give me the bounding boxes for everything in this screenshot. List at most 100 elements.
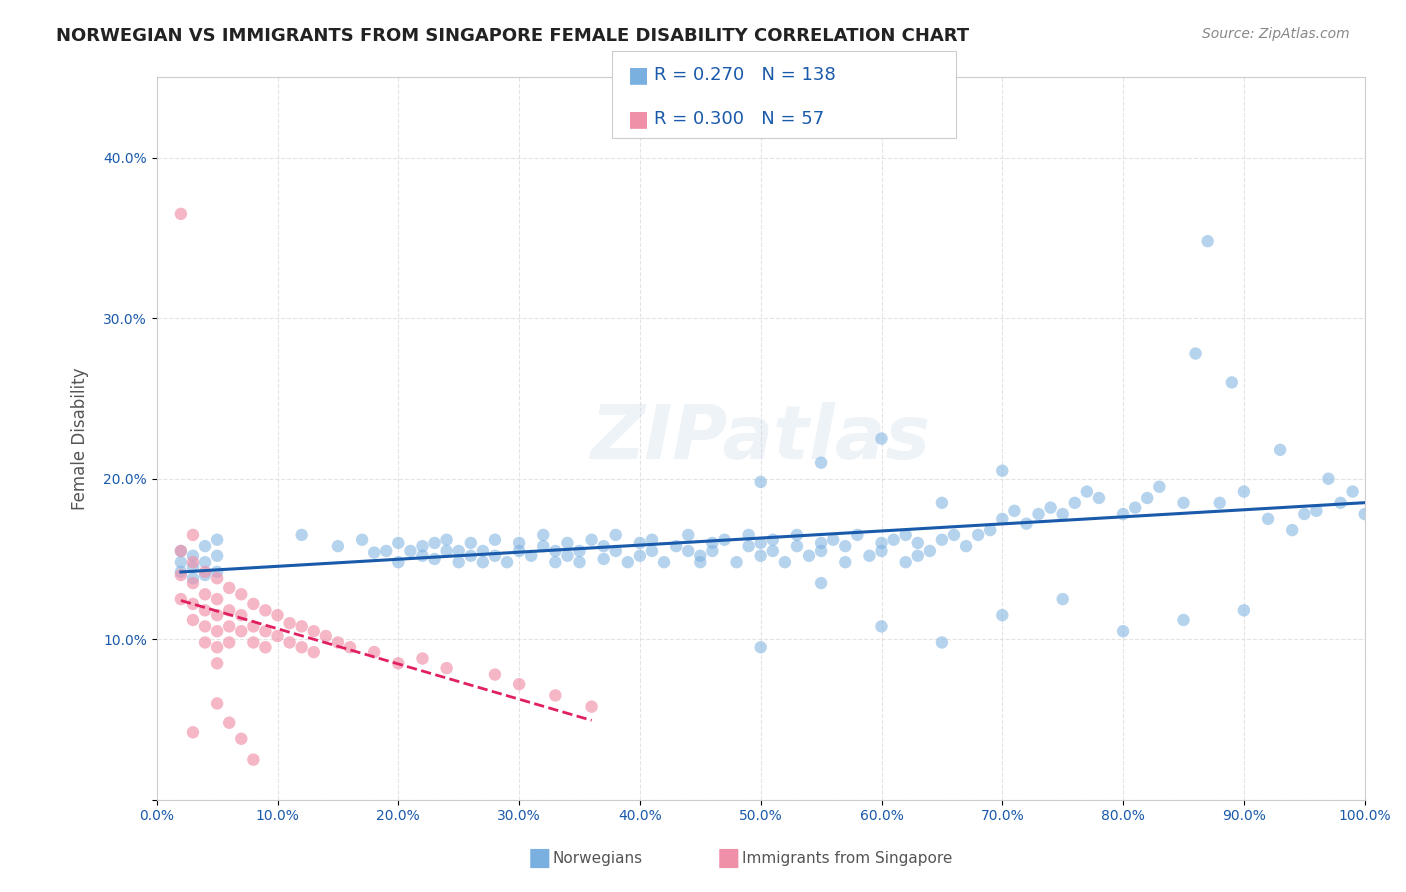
Point — [266, 608, 288, 623]
Point — [592, 552, 614, 566]
Point — [1305, 504, 1327, 518]
Point — [628, 536, 651, 550]
Point — [1028, 507, 1050, 521]
Point — [352, 533, 374, 547]
Point — [870, 536, 893, 550]
Point — [737, 528, 759, 542]
Point — [592, 539, 614, 553]
Point — [955, 539, 977, 553]
Point — [1136, 491, 1159, 505]
Point — [628, 549, 651, 563]
Point — [641, 533, 664, 547]
Point — [278, 616, 301, 631]
Point — [1268, 442, 1291, 457]
Point — [411, 549, 433, 563]
Point — [387, 555, 409, 569]
Point — [1088, 491, 1111, 505]
Point — [170, 568, 193, 582]
Point — [194, 619, 217, 633]
Point — [1317, 472, 1340, 486]
Point — [810, 536, 832, 550]
Point — [918, 544, 941, 558]
Point — [581, 699, 603, 714]
Point — [484, 533, 506, 547]
Point — [544, 544, 567, 558]
Point — [170, 544, 193, 558]
Point — [315, 629, 337, 643]
Y-axis label: Female Disability: Female Disability — [72, 368, 89, 510]
Point — [1257, 512, 1279, 526]
Point — [254, 640, 277, 655]
Point — [1149, 480, 1171, 494]
Point — [399, 544, 422, 558]
Point — [471, 544, 494, 558]
Point — [797, 549, 820, 563]
Point — [508, 536, 530, 550]
Point — [181, 528, 204, 542]
Point — [1123, 500, 1146, 515]
Point — [194, 539, 217, 553]
Point — [931, 635, 953, 649]
Point — [979, 523, 1001, 537]
Point — [1112, 624, 1135, 639]
Point — [870, 544, 893, 558]
Point — [557, 536, 579, 550]
Point — [749, 640, 772, 655]
Point — [205, 565, 228, 579]
Point — [967, 528, 990, 542]
Point — [773, 555, 796, 569]
Point — [1354, 507, 1376, 521]
Point — [242, 635, 264, 649]
Point — [181, 549, 204, 563]
Text: ■: ■ — [527, 847, 551, 870]
Point — [1281, 523, 1303, 537]
Point — [1294, 507, 1316, 521]
Point — [689, 555, 711, 569]
Point — [1112, 507, 1135, 521]
Point — [205, 549, 228, 563]
Point — [194, 565, 217, 579]
Point — [423, 552, 446, 566]
Point — [484, 549, 506, 563]
Point — [605, 528, 627, 542]
Text: ■: ■ — [717, 847, 741, 870]
Point — [1076, 484, 1098, 499]
Point — [883, 533, 905, 547]
Point — [749, 475, 772, 489]
Point — [411, 539, 433, 553]
Point — [702, 536, 724, 550]
Point — [205, 657, 228, 671]
Point — [870, 432, 893, 446]
Point — [834, 539, 856, 553]
Point — [170, 555, 193, 569]
Point — [991, 608, 1014, 623]
Point — [231, 624, 253, 639]
Point — [713, 533, 735, 547]
Point — [870, 619, 893, 633]
Text: Immigrants from Singapore: Immigrants from Singapore — [742, 851, 953, 865]
Point — [387, 536, 409, 550]
Point — [1015, 516, 1038, 531]
Point — [218, 635, 240, 649]
Point — [363, 545, 385, 559]
Point — [231, 587, 253, 601]
Point — [484, 667, 506, 681]
Point — [991, 464, 1014, 478]
Text: ■: ■ — [628, 65, 650, 86]
Text: Source: ZipAtlas.com: Source: ZipAtlas.com — [1202, 27, 1350, 41]
Point — [181, 555, 204, 569]
Text: Norwegians: Norwegians — [553, 851, 643, 865]
Point — [436, 661, 458, 675]
Point — [181, 560, 204, 574]
Point — [194, 603, 217, 617]
Point — [1184, 346, 1206, 360]
Point — [205, 624, 228, 639]
Point — [749, 536, 772, 550]
Point — [1209, 496, 1232, 510]
Point — [762, 544, 785, 558]
Point — [460, 549, 482, 563]
Point — [1197, 234, 1219, 248]
Point — [218, 715, 240, 730]
Point — [810, 544, 832, 558]
Point — [617, 555, 640, 569]
